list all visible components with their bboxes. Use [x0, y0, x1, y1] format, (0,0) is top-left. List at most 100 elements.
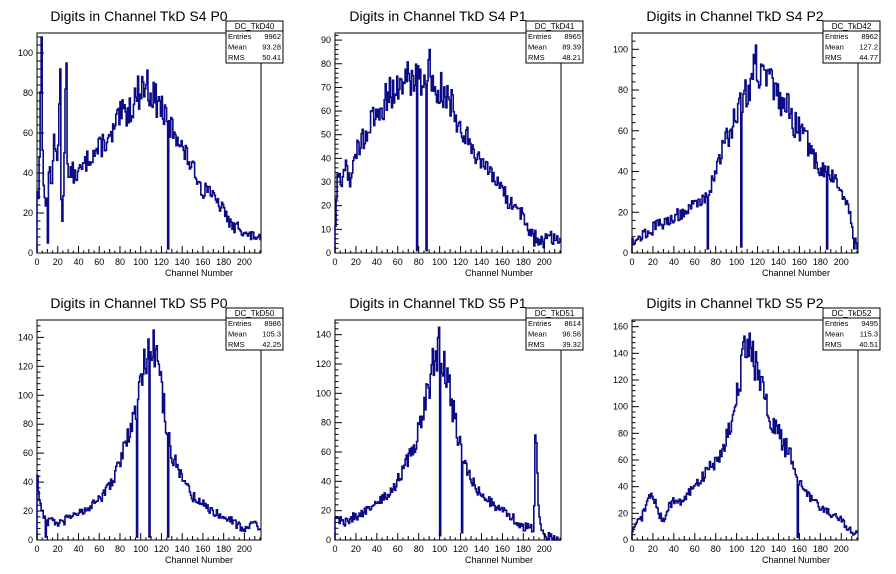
y-tick-label: 0 [623, 535, 628, 545]
x-tick-label: 180 [516, 257, 531, 267]
y-tick-label: 80 [321, 59, 331, 69]
histogram-line [334, 48, 561, 253]
stats-value: 8965 [564, 32, 581, 41]
x-tick-label: 100 [729, 544, 744, 554]
stats-box-frame [822, 20, 881, 64]
x-tick-label: 200 [834, 544, 849, 554]
y-tick-label: 20 [23, 506, 33, 516]
x-tick-label: 60 [393, 544, 403, 554]
y-tick-label: 20 [618, 508, 628, 518]
stats-label: RMS [528, 53, 545, 62]
histogram-panel: Digits in Channel TkD S5 P0 0 20 40 60 80 100 1… [18, 295, 284, 565]
x-axis-title: Channel Number [762, 555, 830, 565]
x-tick-label: 180 [813, 544, 828, 554]
stats-value: 115.3 [860, 330, 878, 339]
x-tick-label: 160 [195, 257, 210, 267]
y-tick-label: 0 [326, 248, 331, 258]
y-tick-label: 160 [613, 322, 628, 332]
y-tick-label: 120 [316, 359, 331, 369]
plot-frame [334, 319, 562, 541]
y-tick-label: 60 [321, 447, 331, 457]
y-tick-label: 60 [321, 106, 331, 116]
x-tick-label: 80 [115, 544, 125, 554]
x-tick-label: 40 [73, 257, 83, 267]
y-tick-label: 10 [321, 224, 331, 234]
x-tick-label: 160 [195, 544, 210, 554]
x-tick-label: 140 [771, 257, 786, 267]
plot-frame [36, 32, 262, 254]
panel-title: Digits in Channel TkD S4 P0 [50, 8, 227, 24]
x-tick-label: 80 [414, 257, 424, 267]
y-tick-label: 0 [326, 535, 331, 545]
stats-value: 8962 [861, 32, 878, 41]
x-tick-label: 0 [629, 257, 634, 267]
x-axis-title: Channel Number [165, 555, 233, 565]
stats-value: 48.21 [562, 53, 581, 62]
x-tick-label: 0 [34, 544, 39, 554]
x-axis-title: Channel Number [465, 555, 533, 565]
y-tick-label: 120 [613, 375, 628, 385]
stats-label: Entries [228, 32, 252, 41]
y-tick-label: 50 [321, 130, 331, 140]
histogram-panel: Digits in Channel TkD S4 P0 0 20 40 60 80 100 1… [18, 8, 284, 278]
histogram-panel: Digits in Channel TkD S5 P2 0 20 40 60 80 100 1… [613, 295, 881, 565]
x-tick-label: 140 [474, 544, 489, 554]
y-tick-label: 60 [618, 455, 628, 465]
x-tick-label: 180 [216, 544, 231, 554]
x-tick-label: 180 [813, 257, 828, 267]
x-axis-title: Channel Number [762, 268, 830, 278]
y-tick-label: 40 [23, 168, 33, 178]
stats-value: 9495 [861, 319, 878, 328]
stats-label: Mean [228, 330, 247, 339]
x-tick-label: 120 [154, 257, 169, 267]
x-tick-label: 200 [237, 257, 252, 267]
y-tick-label: 140 [316, 330, 331, 340]
y-tick-label: 20 [321, 201, 331, 211]
x-tick-label: 20 [351, 257, 361, 267]
stats-name: DC_TkD52 [832, 309, 872, 318]
x-tick-label: 20 [53, 257, 63, 267]
x-tick-label: 20 [351, 544, 361, 554]
y-tick-label: 100 [613, 44, 628, 54]
panel-title: Digits in Channel TkD S5 P0 [50, 295, 227, 311]
x-tick-label: 60 [393, 257, 403, 267]
y-tick-label: 80 [321, 418, 331, 428]
stats-value: 9962 [264, 32, 281, 41]
y-tick-label: 80 [618, 85, 628, 95]
x-tick-label: 140 [175, 544, 190, 554]
x-axis-title: Channel Number [165, 268, 233, 278]
y-tick-label: 60 [618, 126, 628, 136]
x-tick-label: 100 [133, 257, 148, 267]
y-tick-label: 20 [23, 208, 33, 218]
y-tick-label: 100 [18, 48, 33, 58]
stats-name: DC_TkD50 [235, 309, 275, 318]
x-tick-label: 20 [648, 257, 658, 267]
stats-label: RMS [228, 53, 245, 62]
x-tick-label: 0 [332, 544, 337, 554]
x-tick-label: 200 [834, 257, 849, 267]
stats-box-frame [525, 20, 584, 64]
y-tick-label: 20 [618, 207, 628, 217]
stats-label: Entries [825, 319, 849, 328]
x-tick-label: 180 [516, 544, 531, 554]
stats-label: Mean [228, 43, 247, 52]
x-tick-label: 0 [332, 257, 337, 267]
x-tick-label: 140 [175, 257, 190, 267]
y-tick-label: 100 [613, 402, 628, 412]
stats-label: RMS [825, 340, 842, 349]
stats-label: Entries [228, 319, 252, 328]
x-tick-label: 40 [669, 257, 679, 267]
stats-value: 127.2 [859, 43, 878, 52]
y-tick-label: 40 [23, 477, 33, 487]
stats-value: 96.56 [562, 330, 581, 339]
y-tick-label: 40 [618, 167, 628, 177]
y-tick-label: 70 [321, 82, 331, 92]
x-tick-label: 0 [34, 257, 39, 267]
y-tick-label: 140 [613, 348, 628, 358]
histogram-line [334, 326, 561, 541]
